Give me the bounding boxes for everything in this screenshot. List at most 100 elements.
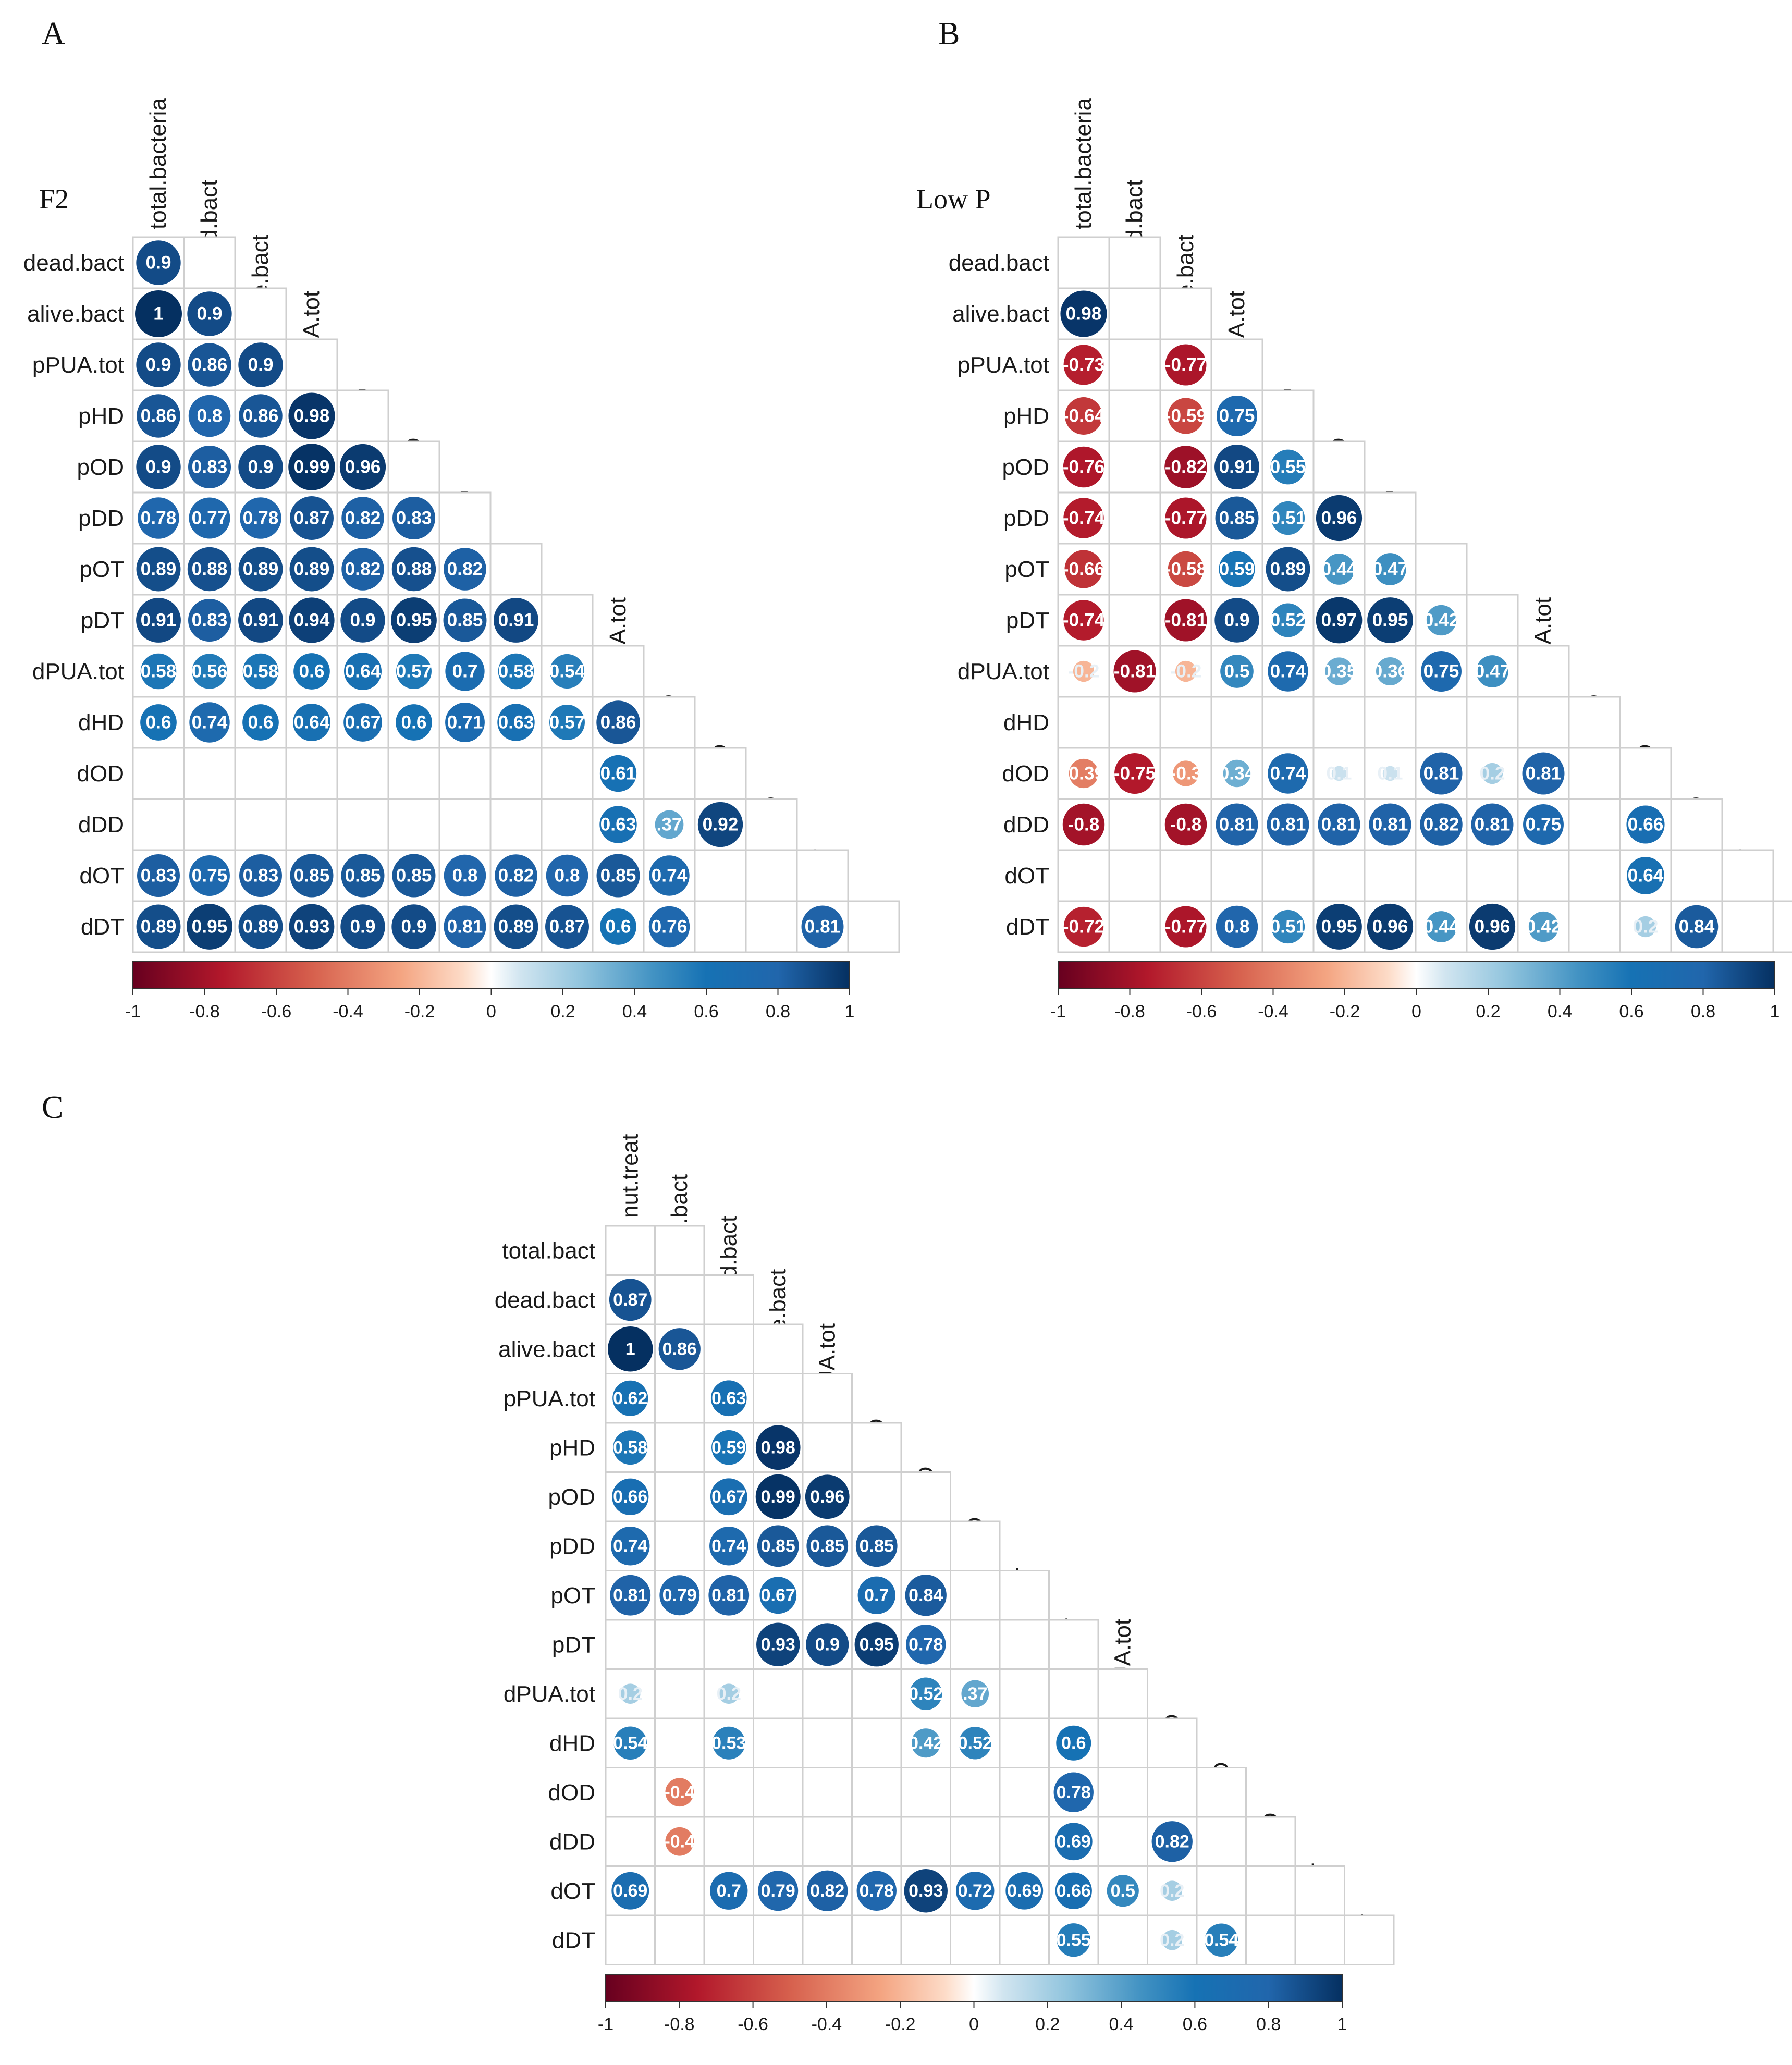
grid-cell (387, 747, 440, 800)
grid-cell (999, 1570, 1050, 1621)
correlation-circle (609, 1279, 652, 1321)
correlation-value: 0.54 (549, 661, 585, 682)
correlation-value: 0.83 (141, 866, 177, 886)
panel-b-low-p: B Low P total.bacteria dead.bact alive.bac… (916, 16, 1792, 1022)
row-label: pOD (1002, 454, 1049, 480)
colorbar-tick-label: -1 (125, 1002, 141, 1022)
row-label: pDD (1003, 506, 1049, 531)
grid-cell (1568, 696, 1621, 749)
correlation-value: -0.75 (1114, 764, 1156, 784)
correlation-circle (136, 240, 181, 285)
correlation-value: 0.74 (711, 1536, 746, 1556)
correlation-circle (188, 599, 231, 642)
correlation-value: 0.71 (447, 712, 483, 733)
correlation-circle (1164, 599, 1207, 642)
grid-cell (851, 1717, 902, 1768)
grid-cell (753, 1767, 804, 1818)
correlation-value: 0.84 (1679, 917, 1715, 937)
grid-cell (802, 1914, 853, 1965)
colorbar-tick-label: -1 (598, 2014, 613, 2034)
row-label: alive.bact (498, 1336, 595, 1362)
grid-cell (802, 1422, 853, 1473)
correlation-value: 0.66 (613, 1487, 647, 1507)
correlation-circle (192, 654, 227, 689)
correlation-value: 0.84 (909, 1585, 943, 1605)
row-label: pOT (550, 1583, 595, 1608)
correlation-value: 0.63 (600, 815, 636, 835)
grid-cell (1210, 338, 1263, 391)
colorbar-tick-label: 0.8 (1256, 2014, 1281, 2034)
correlation-circle (137, 854, 180, 897)
correlation-circle (188, 343, 231, 387)
correlation-value: 0.81 (1219, 815, 1255, 835)
correlation-value: 0.6 (145, 712, 171, 733)
grid-cell (1415, 696, 1468, 749)
grid-cell (1108, 849, 1161, 902)
grid-cell (438, 798, 492, 851)
correlation-value: 0.52 (958, 1733, 992, 1753)
colorbar-tick-label: -0.6 (738, 2014, 768, 2034)
correlation-circle (391, 904, 436, 949)
correlation-circle (137, 394, 180, 438)
correlation-value: 0.93 (761, 1634, 795, 1654)
correlation-circle (238, 598, 283, 643)
colorbar (1058, 961, 1775, 989)
grid-cell (950, 1914, 1001, 1965)
grid-cell (851, 1816, 902, 1867)
correlation-circle (1268, 753, 1308, 794)
correlation-value: 0.9 (145, 253, 171, 273)
correlation-circle (1325, 657, 1353, 685)
correlation-circle (289, 547, 334, 592)
correlation-value: 0.66 (1057, 1881, 1091, 1901)
correlation-value: 0.79 (662, 1585, 697, 1605)
correlation-circle (240, 497, 281, 539)
row-label: dDT (1006, 914, 1049, 940)
grid-cell (132, 798, 185, 851)
grid-cell (541, 594, 594, 647)
correlation-value: 0.2 (1479, 764, 1505, 784)
grid-cell (1415, 543, 1468, 596)
row-label: pPUA.tot (32, 352, 124, 378)
correlation-value: 0.2 (717, 1684, 741, 1704)
grid-cell (950, 1816, 1001, 1867)
correlation-value: 0.96 (1321, 508, 1357, 528)
correlation-circle (392, 854, 436, 898)
correlation-circle (620, 1683, 641, 1704)
grid-cell (1312, 696, 1366, 749)
correlation-circle (959, 1727, 991, 1760)
correlation-circle (1164, 446, 1207, 488)
grid-cell (1108, 491, 1161, 545)
correlation-value: 0.81 (711, 1585, 746, 1605)
correlation-value: -0.66 (1063, 559, 1104, 580)
grid-cell (1057, 236, 1110, 289)
grid-cell (1294, 1914, 1345, 1965)
correlation-circle (1063, 345, 1104, 385)
grid-cell (745, 849, 798, 902)
correlation-circle (757, 1525, 799, 1567)
correlation-value: 0.1 (1377, 764, 1403, 784)
correlation-value: 0.8 (197, 406, 222, 426)
correlation-circle (1057, 1923, 1090, 1957)
correlation-circle (290, 496, 334, 540)
grid-cell (694, 900, 747, 953)
correlation-circle (288, 392, 335, 439)
correlation-circle (1522, 752, 1565, 795)
row-label: alive.bact (27, 301, 124, 327)
grid-cell (1312, 849, 1366, 902)
correlation-value: 0.9 (248, 355, 273, 375)
correlation-circle (697, 802, 743, 847)
correlation-circle (396, 704, 432, 741)
row-label: pDD (549, 1533, 595, 1559)
grid-cell (999, 1717, 1050, 1768)
correlation-circle (611, 1872, 649, 1910)
correlation-circle (1165, 344, 1207, 386)
correlation-value: 0.83 (396, 508, 432, 528)
row-label: dOT (79, 863, 124, 889)
correlation-value: 0.95 (1321, 917, 1357, 937)
correlation-value: 0.9 (401, 917, 426, 937)
correlation-value: 0.6 (401, 712, 426, 733)
correlation-value: .37 (963, 1684, 987, 1704)
grid-cell (234, 747, 287, 800)
correlation-circle (611, 1527, 650, 1566)
grid-cell (654, 1914, 705, 1965)
